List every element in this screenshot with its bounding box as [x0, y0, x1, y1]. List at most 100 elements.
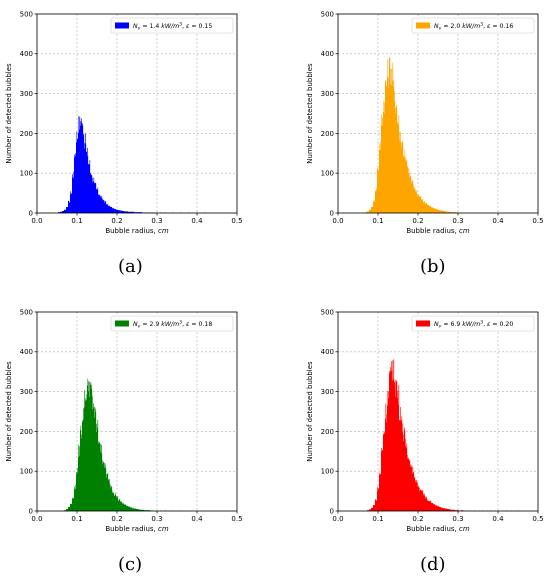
histogram-bar	[436, 505, 437, 511]
histogram-bar	[389, 374, 391, 511]
legend-swatch	[416, 22, 430, 29]
histogram-bar	[408, 459, 409, 511]
histogram-bar	[443, 508, 445, 511]
histogram-bar	[367, 211, 368, 213]
histogram-bar	[425, 498, 427, 511]
histogram-bar	[381, 447, 382, 511]
histogram-bar	[447, 211, 448, 213]
histogram-bar	[79, 446, 80, 511]
y-tick-label: 200	[321, 428, 334, 436]
histogram-bar	[119, 210, 120, 213]
y-tick-label: 400	[20, 348, 33, 356]
histogram-bar	[130, 507, 131, 511]
histogram-bar	[407, 166, 409, 213]
histogram-bar	[80, 430, 81, 511]
histogram-bar	[66, 207, 68, 213]
histogram-bar	[391, 370, 393, 511]
histogram-bar	[402, 423, 404, 511]
histogram-bar	[130, 211, 131, 213]
histogram-bar	[433, 208, 434, 213]
legend: Nv = 1.4 kW/m3, ε = 0.15	[110, 17, 234, 34]
histogram-bar	[90, 385, 91, 511]
x-tick-label: 0.2	[412, 515, 423, 523]
y-tick-label: 400	[20, 50, 33, 58]
histogram-bar	[108, 205, 109, 213]
histogram-bar	[395, 107, 396, 213]
histogram-bar	[434, 208, 436, 213]
histogram-bar	[386, 422, 387, 511]
histogram-bar	[421, 490, 422, 511]
histogram-bar	[428, 500, 429, 511]
histogram-bar	[381, 114, 382, 213]
histogram-bar	[446, 508, 448, 511]
histogram-bar	[427, 501, 428, 511]
histogram-bar	[97, 419, 99, 511]
histogram-bar	[438, 209, 439, 213]
panel-label-a: (a)	[118, 256, 143, 277]
legend-label: Nv = 2.0 kW/m3, ε = 0.16	[434, 21, 513, 31]
histogram-bar	[63, 211, 65, 213]
histogram-bar	[128, 506, 130, 511]
histogram-bar	[379, 474, 380, 511]
histogram-bar	[429, 500, 430, 511]
histogram-bar	[100, 196, 101, 213]
histogram-bar	[65, 209, 67, 213]
histogram-bar	[90, 382, 92, 511]
histogram-bar	[445, 508, 447, 511]
histogram-bar	[397, 122, 398, 213]
histogram-bar	[424, 493, 425, 511]
histogram-bar	[391, 68, 393, 214]
histogram-bar	[414, 189, 416, 213]
histogram-bar	[68, 200, 69, 213]
histogram-bar	[387, 76, 388, 214]
histogram-bar	[81, 118, 82, 213]
y-tick-label: 100	[321, 468, 334, 476]
histogram-bar	[402, 141, 404, 213]
histogram-bar	[96, 431, 97, 511]
histogram-bar	[443, 211, 444, 213]
histogram-bar	[369, 209, 370, 213]
x-tick-label: 0.3	[452, 515, 463, 523]
histogram-bar	[437, 506, 439, 511]
histogram-bar	[120, 502, 122, 511]
histogram-bar	[445, 211, 447, 213]
histogram-bar	[138, 509, 140, 511]
histogram-bar	[397, 123, 399, 213]
histogram-bar	[411, 183, 413, 213]
histogram-bar	[77, 472, 78, 511]
histogram-bar	[454, 509, 455, 511]
histogram-bar	[408, 168, 410, 213]
histogram-bar	[133, 211, 134, 213]
histogram-bar	[450, 211, 451, 213]
histogram-bar	[432, 207, 434, 213]
histogram-bar	[86, 152, 88, 213]
histogram-bar	[430, 501, 431, 511]
histogram-bar	[394, 91, 395, 213]
histogram-bar	[128, 506, 129, 511]
histogram-bar	[375, 499, 376, 511]
histogram-bar	[442, 210, 443, 213]
histogram-bar	[107, 473, 108, 511]
x-tick-label: 0.4	[492, 217, 504, 225]
histogram-bar	[92, 396, 93, 511]
histogram-bar	[435, 505, 437, 511]
y-tick-label: 0	[330, 507, 334, 515]
histogram-bar	[403, 157, 404, 213]
histogram-bar	[379, 472, 381, 511]
histogram-bar	[425, 497, 426, 511]
histogram-bar	[74, 154, 75, 213]
histogram-bar	[126, 505, 128, 511]
panel-label-d: (d)	[420, 554, 446, 575]
histogram-bar	[377, 491, 379, 511]
histogram-bar	[94, 417, 95, 511]
histogram-bar	[123, 211, 124, 213]
legend-label: Nv = 1.4 kW/m3, ε = 0.15	[133, 21, 212, 31]
histogram-bar	[85, 133, 86, 213]
histogram-bar	[114, 495, 115, 511]
histogram-bar	[422, 491, 423, 511]
y-tick-label: 200	[321, 130, 334, 138]
histogram-bar	[421, 199, 423, 213]
histogram-bar	[404, 156, 405, 213]
histogram-bar	[106, 204, 108, 213]
